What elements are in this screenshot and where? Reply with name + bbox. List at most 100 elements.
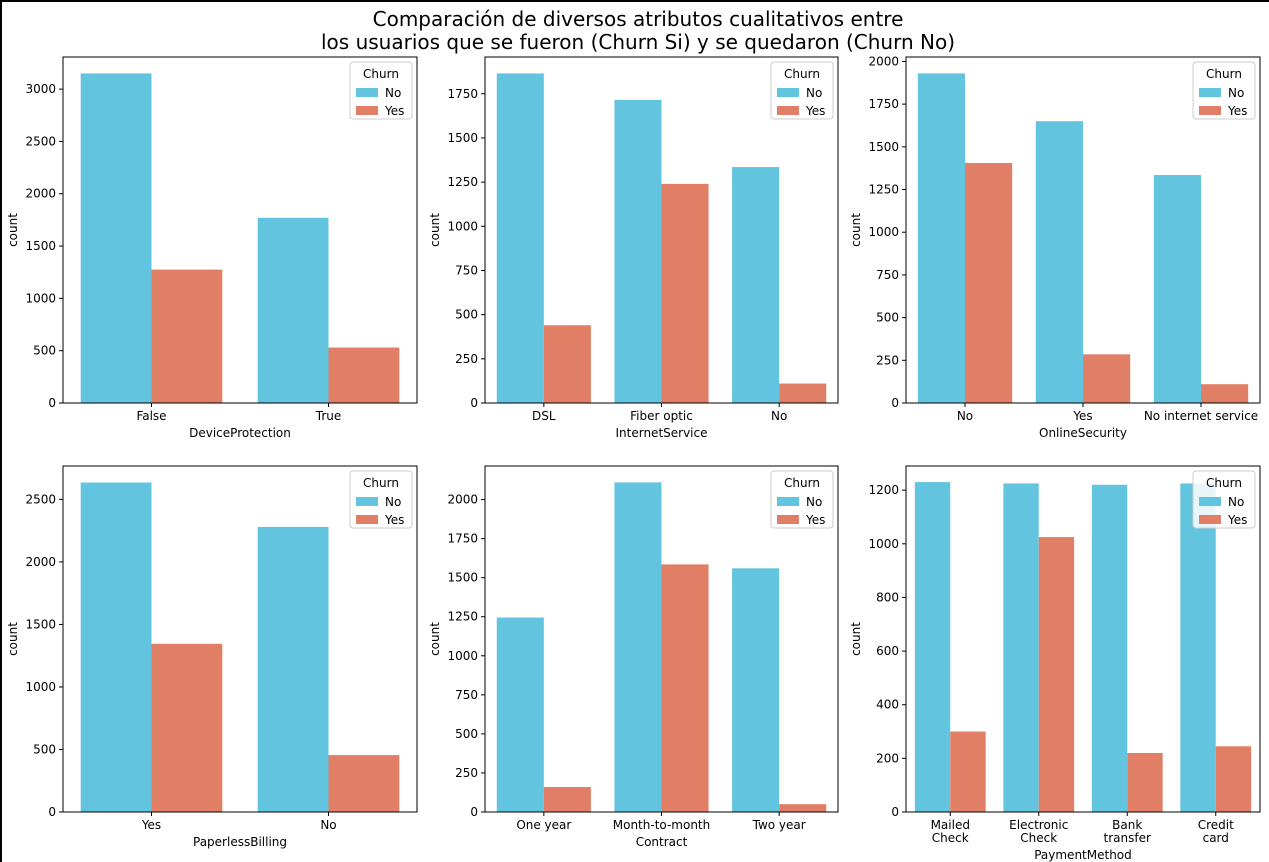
- y-tick-label: 1000: [868, 537, 899, 551]
- legend-label-yes: Yes: [805, 104, 825, 118]
- y-tick-label: 500: [455, 727, 478, 741]
- y-tick-label: 0: [48, 396, 56, 410]
- legend-swatch-no: [1199, 497, 1221, 506]
- x-tick-label: transfer: [1104, 831, 1151, 845]
- legend-title: Churn: [784, 67, 820, 81]
- x-tick-label: No: [320, 818, 336, 832]
- subplot-1: 0 500 1000 1500 2000 2500 3000 False True DeviceP…: [6, 56, 418, 440]
- x-tick-label: Fiber optic: [630, 409, 693, 423]
- x-tick-label: card: [1203, 831, 1229, 845]
- subplot-5: 0 250 500 750 1000 1250 1500 1750 2000 One year Mo…: [428, 465, 839, 849]
- bar-yes-2: [661, 564, 709, 812]
- legend-swatch-yes: [356, 515, 378, 524]
- x-tick-label: Credit: [1198, 818, 1234, 832]
- axes-frame: [62, 465, 418, 813]
- x-tick-label: Month-to-month: [613, 818, 711, 832]
- legend-swatch-yes: [356, 106, 378, 115]
- y-tick-label: 1500: [25, 239, 56, 253]
- x-tick-label: Bank: [1112, 818, 1142, 832]
- legend-swatch-no: [777, 497, 799, 506]
- y-tick-label: 1750: [447, 87, 478, 101]
- legend-box: [770, 61, 834, 120]
- legend-title: Churn: [363, 476, 399, 490]
- legend-swatch-no: [1199, 88, 1221, 97]
- legend-swatch-yes: [777, 515, 799, 524]
- legend-label-no: No: [806, 86, 822, 100]
- y-tick-label: 600: [876, 644, 899, 658]
- y-tick-label: 1000: [868, 225, 899, 239]
- x-tick-label: Two year: [752, 818, 806, 832]
- y-tick-label: 1250: [447, 175, 478, 189]
- y-tick-label: 0: [891, 396, 899, 410]
- legend-swatch-no: [356, 497, 378, 506]
- x-tick-label: Electronic: [1009, 818, 1068, 832]
- legend-label-no: No: [806, 495, 822, 509]
- bar-yes-4: [1215, 746, 1252, 812]
- y-axis-label: count: [6, 622, 20, 656]
- bar-yes-1: [151, 643, 223, 812]
- y-tick-label: 1750: [868, 97, 899, 111]
- x-tick-label: Yes: [1072, 409, 1092, 423]
- bar-no-2: [1003, 483, 1039, 812]
- bar-yes-2: [1038, 537, 1075, 812]
- y-tick-label: 2000: [25, 187, 56, 201]
- bar-yes-3: [779, 383, 827, 403]
- y-tick-label: 2500: [25, 134, 56, 148]
- bar-yes-2: [328, 347, 400, 403]
- x-axis-label: InternetService: [616, 426, 708, 440]
- x-tick-label: Check: [1020, 831, 1057, 845]
- x-tick-label: No: [771, 409, 787, 423]
- figure-title: Comparación de diversos atributos cualit…: [321, 7, 955, 54]
- legend-box: [349, 470, 413, 529]
- legend-label-no: No: [385, 86, 401, 100]
- y-tick-label: 0: [891, 805, 899, 819]
- bar-no-1: [80, 73, 152, 404]
- y-tick-label: 1000: [25, 291, 56, 305]
- legend-box: [1192, 61, 1256, 120]
- legend: Churn No Yes: [349, 470, 413, 529]
- legend-box: [770, 470, 834, 529]
- bar-no-1: [80, 482, 152, 812]
- legend: Churn No Yes: [1192, 470, 1256, 529]
- y-axis-label: count: [6, 213, 20, 247]
- y-tick-label: 0: [470, 805, 478, 819]
- bar-yes-3: [1201, 384, 1249, 403]
- bar-yes-3: [779, 804, 827, 812]
- legend-title: Churn: [784, 476, 820, 490]
- bar-no-2: [1035, 121, 1083, 404]
- bar-no-4: [1180, 483, 1216, 812]
- subplot-4: 0 500 1000 1500 2000 2500 Yes No PaperlessBillin…: [6, 465, 418, 849]
- y-tick-label: 1200: [868, 483, 899, 497]
- y-tick-label: 800: [876, 590, 899, 604]
- x-axis-label: OnlineSecurity: [1039, 426, 1127, 440]
- x-tick-label: DSL: [532, 409, 556, 423]
- y-axis-label: count: [428, 213, 442, 247]
- bar-no-1: [496, 617, 544, 812]
- legend-box: [349, 61, 413, 120]
- bar-yes-2: [661, 183, 709, 403]
- legend-label-no: No: [385, 495, 401, 509]
- bar-yes-2: [328, 755, 400, 812]
- bar-no-1: [917, 73, 965, 403]
- y-tick-label: 1000: [447, 219, 478, 233]
- legend-swatch-no: [356, 88, 378, 97]
- y-tick-label: 1500: [447, 571, 478, 585]
- y-tick-label: 1500: [447, 131, 478, 145]
- y-tick-label: 3000: [25, 82, 56, 96]
- legend-label-yes: Yes: [384, 513, 404, 527]
- bar-yes-1: [543, 325, 591, 403]
- y-tick-label: 1000: [447, 649, 478, 663]
- y-tick-label: 500: [33, 742, 56, 756]
- x-tick-label: Check: [932, 831, 969, 845]
- x-axis-label: DeviceProtection: [189, 426, 291, 440]
- y-tick-label: 1000: [25, 680, 56, 694]
- x-axis-label: PaperlessBilling: [193, 835, 287, 849]
- bar-yes-1: [151, 269, 223, 403]
- bar-no-2: [614, 482, 662, 812]
- subplot-2: 0 250 500 750 1000 1250 1500 1750 DSL Fiber optic…: [428, 56, 839, 440]
- bar-no-3: [732, 167, 780, 403]
- bar-yes-3: [1127, 752, 1163, 812]
- legend-title: Churn: [363, 67, 399, 81]
